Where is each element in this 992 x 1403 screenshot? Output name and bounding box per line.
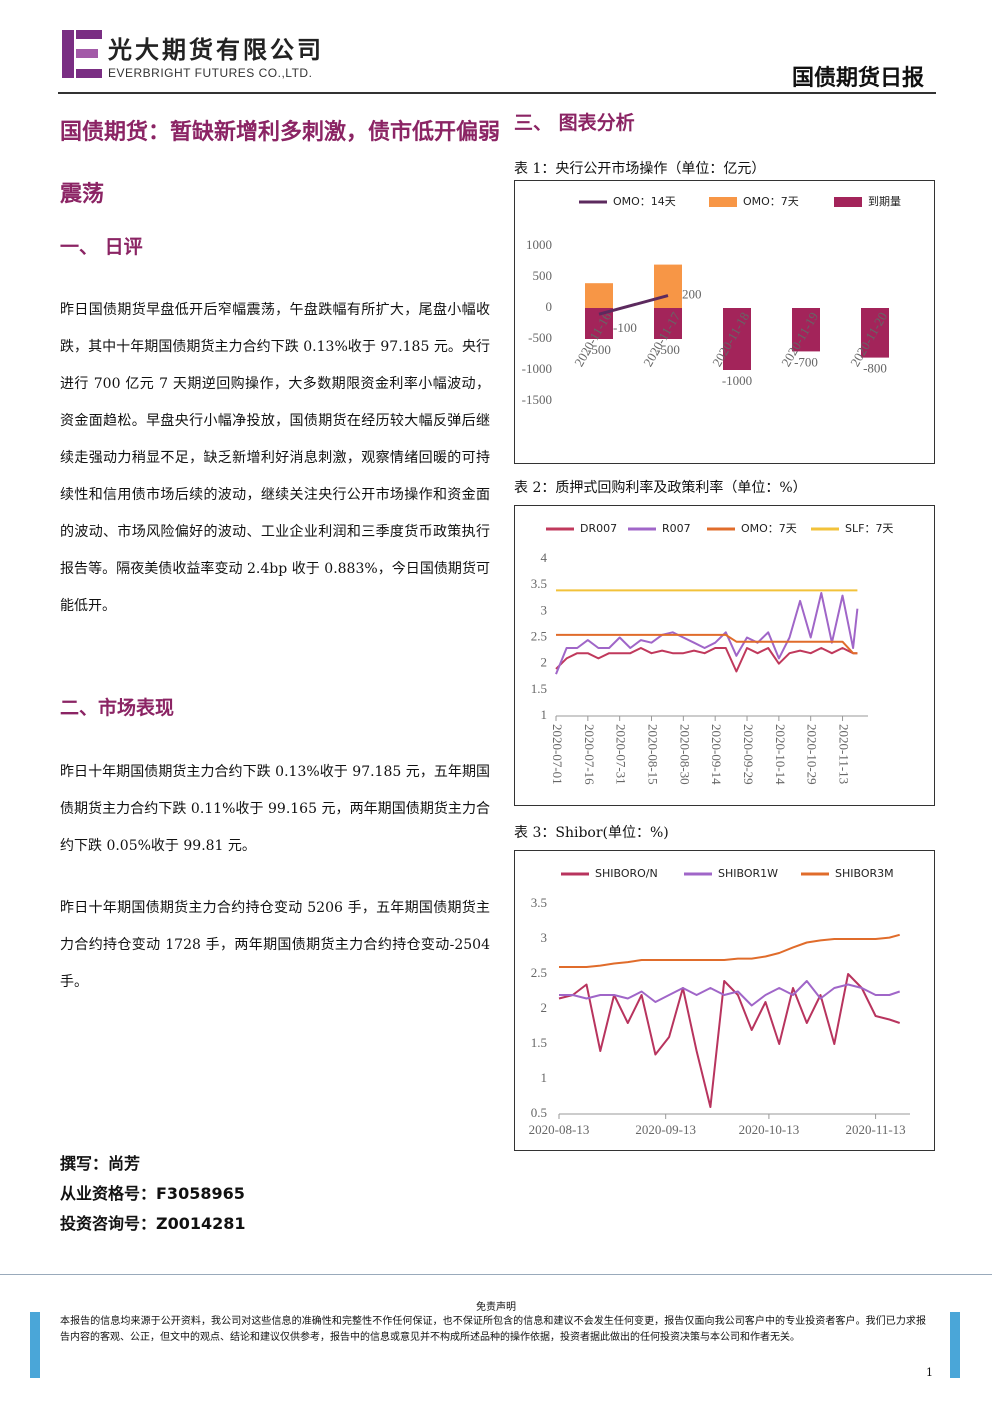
x-tick-label: 2020-08-30 (677, 724, 692, 785)
chart: -1500 -1000 -500 0 500 1000 OMO：14天 OMO：7天 到期量 -5… (522, 195, 901, 407)
legend-label: OMO：7天 (741, 522, 797, 535)
series-line (559, 933, 900, 968)
bar (585, 283, 613, 308)
data-label: -700 (794, 354, 818, 369)
series-line (555, 592, 859, 675)
y-tick-label: 500 (533, 268, 553, 283)
chart-caption: 表 1：央行公开市场操作（单位：亿元） (514, 161, 766, 177)
x-tick-label: 2020-11-13 (837, 724, 852, 784)
y-tick-label: 2.5 (531, 965, 547, 980)
section-heading: 三、 图表分析 (514, 112, 635, 134)
x-tick-label: 2020-09-29 (741, 724, 756, 785)
y-tick-label: 0 (546, 299, 553, 314)
x-tick-label: 2020-10-13 (739, 1122, 800, 1137)
legend-label: DR007 (580, 522, 617, 535)
legend-label: OMO：7天 (743, 195, 799, 208)
header-rule (58, 92, 936, 94)
page-number: 1 (926, 1366, 933, 1379)
legend-label: R007 (662, 522, 691, 535)
legend-label: OMO：14天 (613, 195, 676, 208)
y-tick-label: 1.5 (531, 681, 547, 696)
legend-label: 到期量 (868, 195, 901, 208)
bar (723, 308, 751, 370)
data-label: -800 (863, 361, 887, 376)
legend-label: SHIBOR3M (835, 867, 894, 880)
bar (654, 264, 682, 308)
x-tick-label: 2020-10-29 (805, 724, 820, 785)
bar (861, 308, 889, 358)
bar (792, 308, 820, 352)
article-title: 国债期货：暂缺新增利多刺激，债市低开偏弱震荡 (60, 120, 501, 207)
chart-frame: 0.5 1 1.5 2 2.5 3 3.5 SHIBORO/N SHIBOR1W SHIBOR3M… (514, 850, 935, 1151)
disclaimer-title: 免责声明 (476, 1302, 516, 1313)
side-bar (30, 1312, 40, 1378)
chart-caption: 表 2：质押式回购利率及政策利率（单位：%） (514, 480, 807, 496)
paragraph: 昨日十年期国债期货主力合约下跌 0.13%收于 97.185 元，五年期国债期货… (60, 764, 490, 854)
x-tick-label: 2020-09-14 (709, 724, 724, 785)
x-tick-label: 2020-07-16 (582, 724, 597, 785)
paragraph: 昨日国债期货早盘低开后窄幅震荡，午盘跌幅有所扩大，尾盘小幅收跌，其中十年期国债期… (60, 302, 490, 614)
chart-frame: 1 1.5 2 2.5 3 3.5 4 DR007 R007 OMO：7天 SLF：7天 2020-0… (514, 505, 935, 806)
y-tick-label: 2 (541, 655, 548, 670)
y-tick-label: -1500 (522, 392, 552, 407)
chart: 0.5 1 1.5 2 2.5 3 3.5 SHIBORO/N SHIBOR1W SHIBOR3M… (529, 867, 910, 1137)
data-label: -100 (613, 320, 637, 335)
side-bar (950, 1312, 960, 1378)
series-line (559, 980, 901, 1007)
data-label: -1000 (722, 373, 752, 388)
x-tick-label: 2020-08-15 (646, 724, 661, 785)
x-tick-label: 2020-10-14 (773, 724, 788, 785)
x-tick-label: 2020-07-31 (614, 724, 629, 785)
y-tick-label: 3 (541, 930, 548, 945)
author-license: 从业资格号：F3058965 (60, 1184, 245, 1203)
footer-rule (0, 1274, 992, 1275)
x-tick-label: 2020-09-13 (635, 1122, 696, 1137)
x-tick-label: 2020-07-01 (550, 724, 565, 785)
y-tick-label: 2 (541, 1000, 548, 1015)
legend-swatch (834, 197, 862, 207)
y-tick-label: 3.5 (531, 576, 547, 591)
y-tick-label: -500 (528, 330, 552, 345)
y-tick-label: 1 (541, 707, 548, 722)
chart-frame: -1500 -1000 -500 0 500 1000 OMO：14天 OMO：7天 到期量 -5… (514, 180, 935, 464)
series-line (598, 294, 669, 316)
y-tick-label: -1000 (522, 361, 552, 376)
disclaimer: 本报告的信息均来源于公开资料，我公司对这些信息的准确性和完整性不作任何保证，也不… (60, 1316, 926, 1343)
y-tick-label: 1000 (526, 237, 552, 252)
company-cn: 光大期货有限公司 (108, 36, 324, 64)
y-tick-label: 0.5 (531, 1105, 547, 1120)
data-label: -500 (587, 342, 611, 357)
logo (62, 30, 102, 78)
legend-swatch (709, 197, 737, 207)
company-en: EVERBRIGHT FUTURES CO.,LTD. (108, 66, 313, 80)
y-tick-label: 4 (541, 550, 548, 565)
x-tick-label: 2020-08-13 (529, 1122, 590, 1137)
chart-caption: 表 3：Shibor(单位：%) (514, 825, 669, 841)
author: 撰写：尚芳 (60, 1154, 141, 1173)
legend-label: SHIBOR1W (718, 867, 778, 880)
chart: 1 1.5 2 2.5 3 3.5 4 DR007 R007 OMO：7天 SLF：7天 2020-0… (531, 522, 894, 785)
report-type: 国债期货日报 (791, 66, 924, 91)
data-label: -500 (656, 342, 680, 357)
y-tick-label: 1 (541, 1070, 548, 1085)
author-license: 投资咨询号：Z0014281 (60, 1214, 246, 1233)
y-tick-label: 3 (541, 602, 548, 617)
bar (654, 308, 682, 339)
legend-label: SHIBORO/N (595, 867, 658, 880)
section-heading: 二、市场表现 (60, 697, 175, 719)
series-line (556, 633, 858, 655)
series-line (555, 647, 858, 673)
y-tick-label: 1.5 (531, 1035, 547, 1050)
data-label: 200 (682, 287, 702, 302)
legend-label: SLF：7天 (845, 522, 893, 535)
y-tick-label: 3.5 (531, 895, 547, 910)
y-tick-label: 2.5 (531, 628, 547, 643)
paragraph: 昨日十年期国债期货主力合约持仓变动 5206 手，五年期国债期货主力合约持仓变动… (60, 900, 490, 990)
section-heading: 一、 日评 (60, 236, 143, 258)
x-tick-label: 2020-11-13 (845, 1122, 905, 1137)
